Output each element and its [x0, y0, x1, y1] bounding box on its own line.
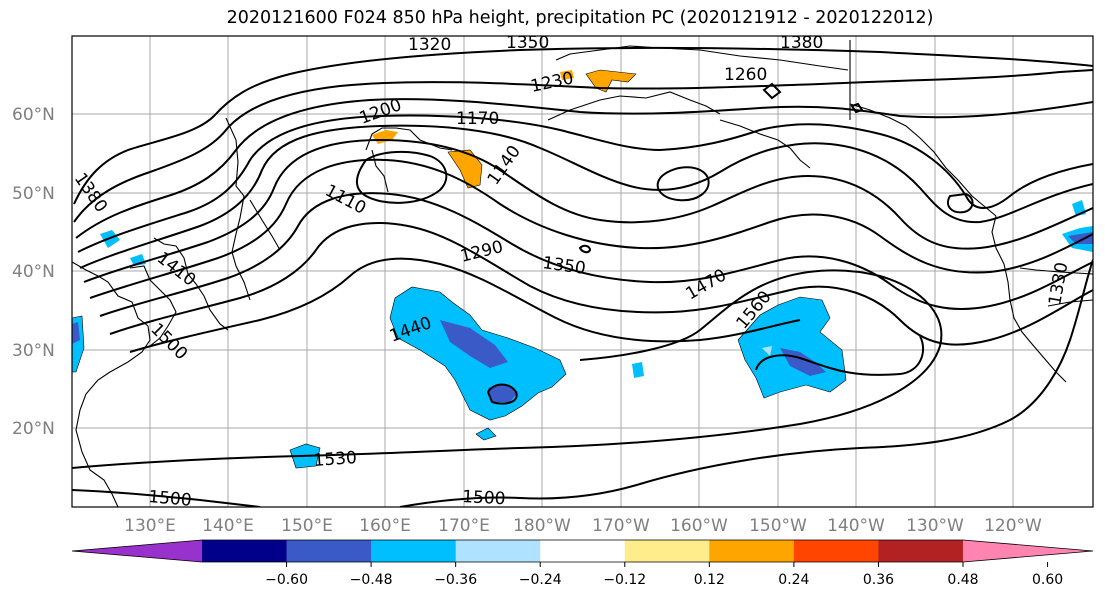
colorbar-outline: [71, 539, 1094, 563]
lat-label: 60°N: [12, 105, 55, 125]
colorbar-segment: [624, 540, 710, 562]
colorbar-segment: [371, 540, 457, 562]
coastlines: [72, 40, 1093, 507]
colorbar-segment: [540, 540, 626, 562]
contour-label: 1170: [456, 109, 499, 129]
lon-label: 170°W: [592, 516, 650, 536]
colorbar-tick-label: −0.24: [519, 572, 562, 588]
colorbar-segment: [455, 540, 541, 562]
colorbar-tick-label: −0.48: [350, 572, 393, 588]
lat-labels: 60°N 50°N 40°N 30°N 20°N: [12, 105, 55, 439]
colorbar-segment: [709, 540, 795, 562]
height-contours: [72, 46, 1093, 507]
colorbar-segment: [286, 540, 372, 562]
lat-label: 50°N: [12, 184, 55, 204]
gridlines: [72, 36, 1093, 507]
lon-label: 120°W: [984, 516, 1042, 536]
colorbar-segment: [202, 540, 288, 562]
lon-label: 140°E: [202, 516, 254, 536]
contour-label: 1320: [408, 35, 451, 55]
colorbar-tick-label: 0.36: [863, 572, 894, 588]
contour-label: 1350: [506, 33, 549, 53]
colorbar-tick-label: 0.48: [947, 572, 978, 588]
colorbar-tick-label: 0.12: [694, 572, 725, 588]
colorbar-tick-label: 0.60: [1032, 572, 1063, 588]
lat-label: 40°N: [12, 262, 55, 282]
lon-label: 130°W: [906, 516, 964, 536]
colorbar: −0.60 −0.48 −0.36 −0.24 −0.12 0.12 0.24 0.36 0.4…: [71, 539, 1094, 588]
lon-label: 150°W: [749, 516, 807, 536]
lon-label: 170°E: [438, 516, 490, 536]
colorbar-tick-label: −0.12: [603, 572, 646, 588]
lon-labels: 130°E 140°E 150°E 160°E 170°E 180°W 170°…: [124, 516, 1042, 536]
lon-label: 150°E: [281, 516, 333, 536]
lon-label: 180°W: [513, 516, 571, 536]
contour-label: 1380: [780, 33, 823, 53]
lon-label: 160°W: [670, 516, 728, 536]
colorbar-segment: [878, 540, 964, 562]
contour-label: 1260: [724, 65, 767, 85]
lat-label: 30°N: [12, 341, 55, 361]
contour-label: 1500: [462, 487, 506, 509]
colorbar-segment: [72, 540, 202, 562]
contour-label: 1530: [313, 448, 358, 471]
map-title: 2020121600 F024 850 hPa height, precipit…: [226, 8, 934, 28]
colorbar-tick-label: −0.60: [265, 572, 308, 588]
contour-label: 1500: [148, 487, 193, 511]
colorbar-tick-label: 0.24: [778, 572, 809, 588]
colorbar-tick-label: −0.36: [434, 572, 477, 588]
map-frame: [71, 35, 1094, 508]
colorbar-segment: [793, 540, 879, 562]
colorbar-segment: [963, 540, 1093, 562]
lon-label: 160°E: [359, 516, 411, 536]
lon-label: 140°W: [827, 516, 885, 536]
lat-label: 20°N: [12, 419, 55, 439]
lon-label: 130°E: [124, 516, 176, 536]
